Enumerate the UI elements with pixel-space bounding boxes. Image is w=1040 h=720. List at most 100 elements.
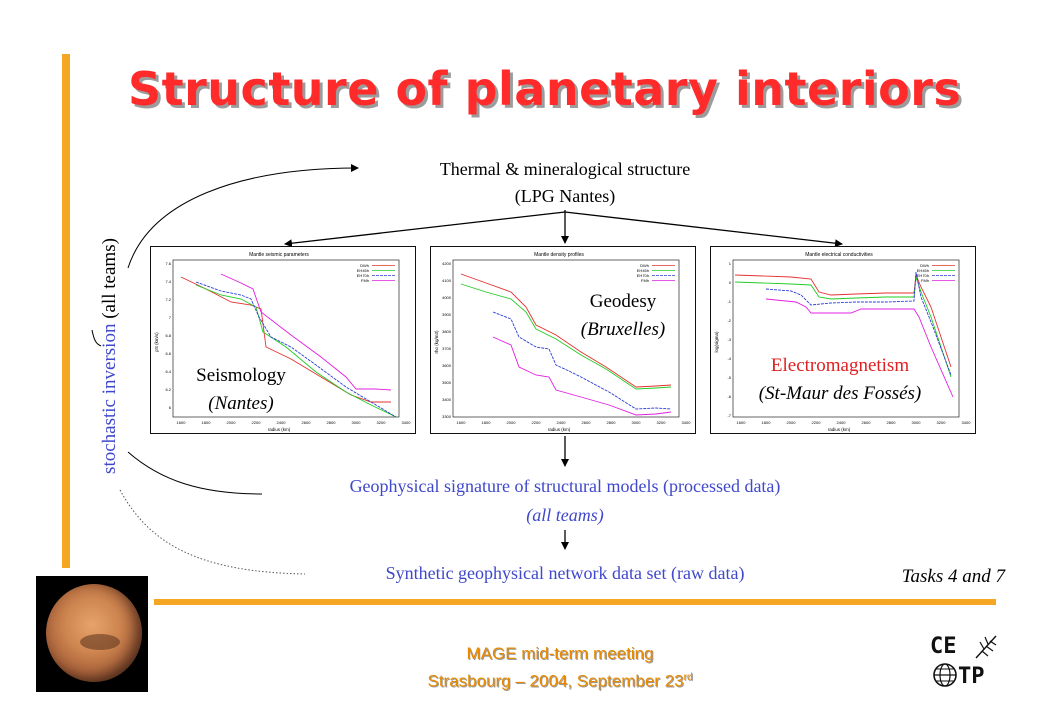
svg-text:6.6: 6.6 [165, 351, 171, 356]
svg-text:2600: 2600 [582, 420, 592, 425]
mars-image [36, 576, 148, 692]
svg-text:3800: 3800 [442, 329, 452, 334]
electromagnetism-team: (St-Maur des Fossés) [758, 383, 922, 404]
svg-text:2800: 2800 [607, 420, 617, 425]
svg-text:3700: 3700 [442, 346, 452, 351]
svg-text:-1: -1 [727, 299, 731, 304]
electromagnetism-plot: Mantle electrical conductivities 1 0 -1 -2 -… [710, 246, 976, 434]
stochastic-inversion-teams: (all teams) [99, 238, 120, 319]
svg-text:3600: 3600 [442, 363, 452, 368]
svg-text:EH45h: EH45h [917, 268, 929, 273]
svg-text:2000: 2000 [787, 420, 797, 425]
cetp-antenna-icon [975, 635, 997, 659]
page-title: Structure of planetary interiors [128, 62, 962, 116]
geophysical-signature-node: Geophysical signature of structural mode… [240, 472, 890, 530]
seismology-plot: Mantle seismic parameters 7.6 7.4 7.2 7 6.8 6… [150, 246, 416, 434]
svg-text:3000: 3000 [632, 420, 642, 425]
svg-text:DWh: DWh [920, 263, 929, 268]
svg-text:-7: -7 [727, 413, 731, 418]
svg-text:2400: 2400 [277, 420, 287, 425]
svg-text:2400: 2400 [557, 420, 567, 425]
svg-text:-5: -5 [727, 375, 731, 380]
svg-text:DWh: DWh [640, 263, 649, 268]
geodesy-plot-title: Mantle density profiles [534, 252, 584, 258]
svg-text:7.6: 7.6 [165, 261, 171, 266]
geodesy-legend: DWh EH45h EH70h FMh [637, 263, 675, 283]
geodesy-xlabel: radius (km) [548, 427, 571, 432]
stochastic-inversion-text: stochastic inversion [99, 323, 120, 474]
svg-text:1600: 1600 [737, 420, 747, 425]
svg-text:7.4: 7.4 [165, 279, 171, 284]
svg-text:3200: 3200 [937, 420, 947, 425]
svg-text:2000: 2000 [507, 420, 517, 425]
electromagnetism-label: Electromagnetism [770, 355, 910, 376]
svg-text:1: 1 [729, 261, 732, 266]
svg-text:3300: 3300 [442, 414, 452, 419]
cetp-globe-icon [933, 663, 957, 687]
svg-text:-3: -3 [727, 337, 731, 342]
svg-text:FMh: FMh [641, 278, 649, 283]
footer-meeting-date: Strasbourg – 2004, September 23rd [427, 671, 693, 691]
svg-text:-2: -2 [727, 318, 731, 323]
svg-text:1800: 1800 [762, 420, 772, 425]
thermal-structure-title: Thermal & mineralogical structure [439, 159, 691, 179]
svg-text:6.8: 6.8 [165, 333, 171, 338]
svg-text:3400: 3400 [402, 420, 412, 425]
svg-text:3500: 3500 [442, 380, 452, 385]
geodesy-caption: Geodesy (Bruxelles) [558, 288, 688, 344]
stochastic-inversion-label: stochastic inversion (all teams) [99, 196, 121, 516]
svg-text:0: 0 [729, 280, 732, 285]
svg-text:3400: 3400 [682, 420, 692, 425]
svg-text:2200: 2200 [812, 420, 822, 425]
svg-text:FMh: FMh [921, 278, 929, 283]
geodesy-label: Geodesy [589, 291, 657, 312]
footer-meeting: MAGE mid-term meeting Strasbourg – 2004,… [300, 642, 820, 694]
svg-text:2200: 2200 [532, 420, 542, 425]
thermal-structure-lab: (LPG Nantes) [514, 186, 616, 206]
svg-text:2400: 2400 [837, 420, 847, 425]
svg-text:3400: 3400 [962, 420, 972, 425]
cetp-logo-ce: CE [930, 634, 957, 659]
mars-planet [46, 584, 142, 682]
svg-text:-4: -4 [727, 356, 731, 361]
svg-text:3900: 3900 [442, 312, 452, 317]
svg-text:1800: 1800 [202, 420, 212, 425]
geodesy-team: (Bruxelles) [580, 319, 666, 340]
svg-text:2200: 2200 [252, 420, 262, 425]
svg-text:1600: 1600 [177, 420, 187, 425]
svg-text:2600: 2600 [302, 420, 312, 425]
svg-text:EH70h: EH70h [357, 273, 369, 278]
svg-text:2800: 2800 [327, 420, 337, 425]
geophysical-signature-teams: (all teams) [526, 505, 604, 525]
svg-text:6: 6 [169, 405, 172, 410]
svg-text:7.2: 7.2 [165, 297, 171, 302]
cetp-logo: CE TP [930, 632, 1000, 694]
svg-text:1800: 1800 [482, 420, 492, 425]
seismology-plot-title: Mantle seismic parameters [249, 252, 309, 258]
electromagnetism-caption: Electromagnetism (St-Maur des Fossés) [730, 352, 950, 408]
svg-text:6.2: 6.2 [165, 387, 171, 392]
seismology-legend: DWh EH45h EH70h FMh [357, 263, 395, 283]
footer-date-suffix: rd [683, 672, 693, 683]
svg-text:DWh: DWh [360, 263, 369, 268]
svg-text:4200: 4200 [442, 261, 452, 266]
em-xlabel: radius (km) [828, 427, 851, 432]
svg-text:3000: 3000 [912, 420, 922, 425]
svg-text:EH70h: EH70h [637, 273, 649, 278]
svg-text:2000: 2000 [227, 420, 237, 425]
geodesy-plot: Mantle density profiles 4200 4100 4000 3900… [430, 246, 696, 434]
cetp-logo-tp: TP [958, 664, 985, 689]
geodesy-ylabel: rho (kg/m3) [434, 330, 439, 354]
thermal-structure-node: Thermal & mineralogical structure (LPG N… [360, 156, 770, 210]
svg-text:3000: 3000 [352, 420, 362, 425]
svg-text:2800: 2800 [887, 420, 897, 425]
seismology-xlabel: radius (km) [268, 427, 291, 432]
em-legend: DWh EH45h EH70h FMh [917, 263, 955, 283]
svg-text:2600: 2600 [862, 420, 872, 425]
svg-text:4000: 4000 [442, 295, 452, 300]
seismology-caption: Seismology (Nantes) [176, 362, 306, 418]
svg-text:EH45h: EH45h [357, 268, 369, 273]
svg-text:6.4: 6.4 [165, 369, 171, 374]
svg-text:3200: 3200 [377, 420, 387, 425]
accent-horizontal-bar [154, 599, 996, 605]
